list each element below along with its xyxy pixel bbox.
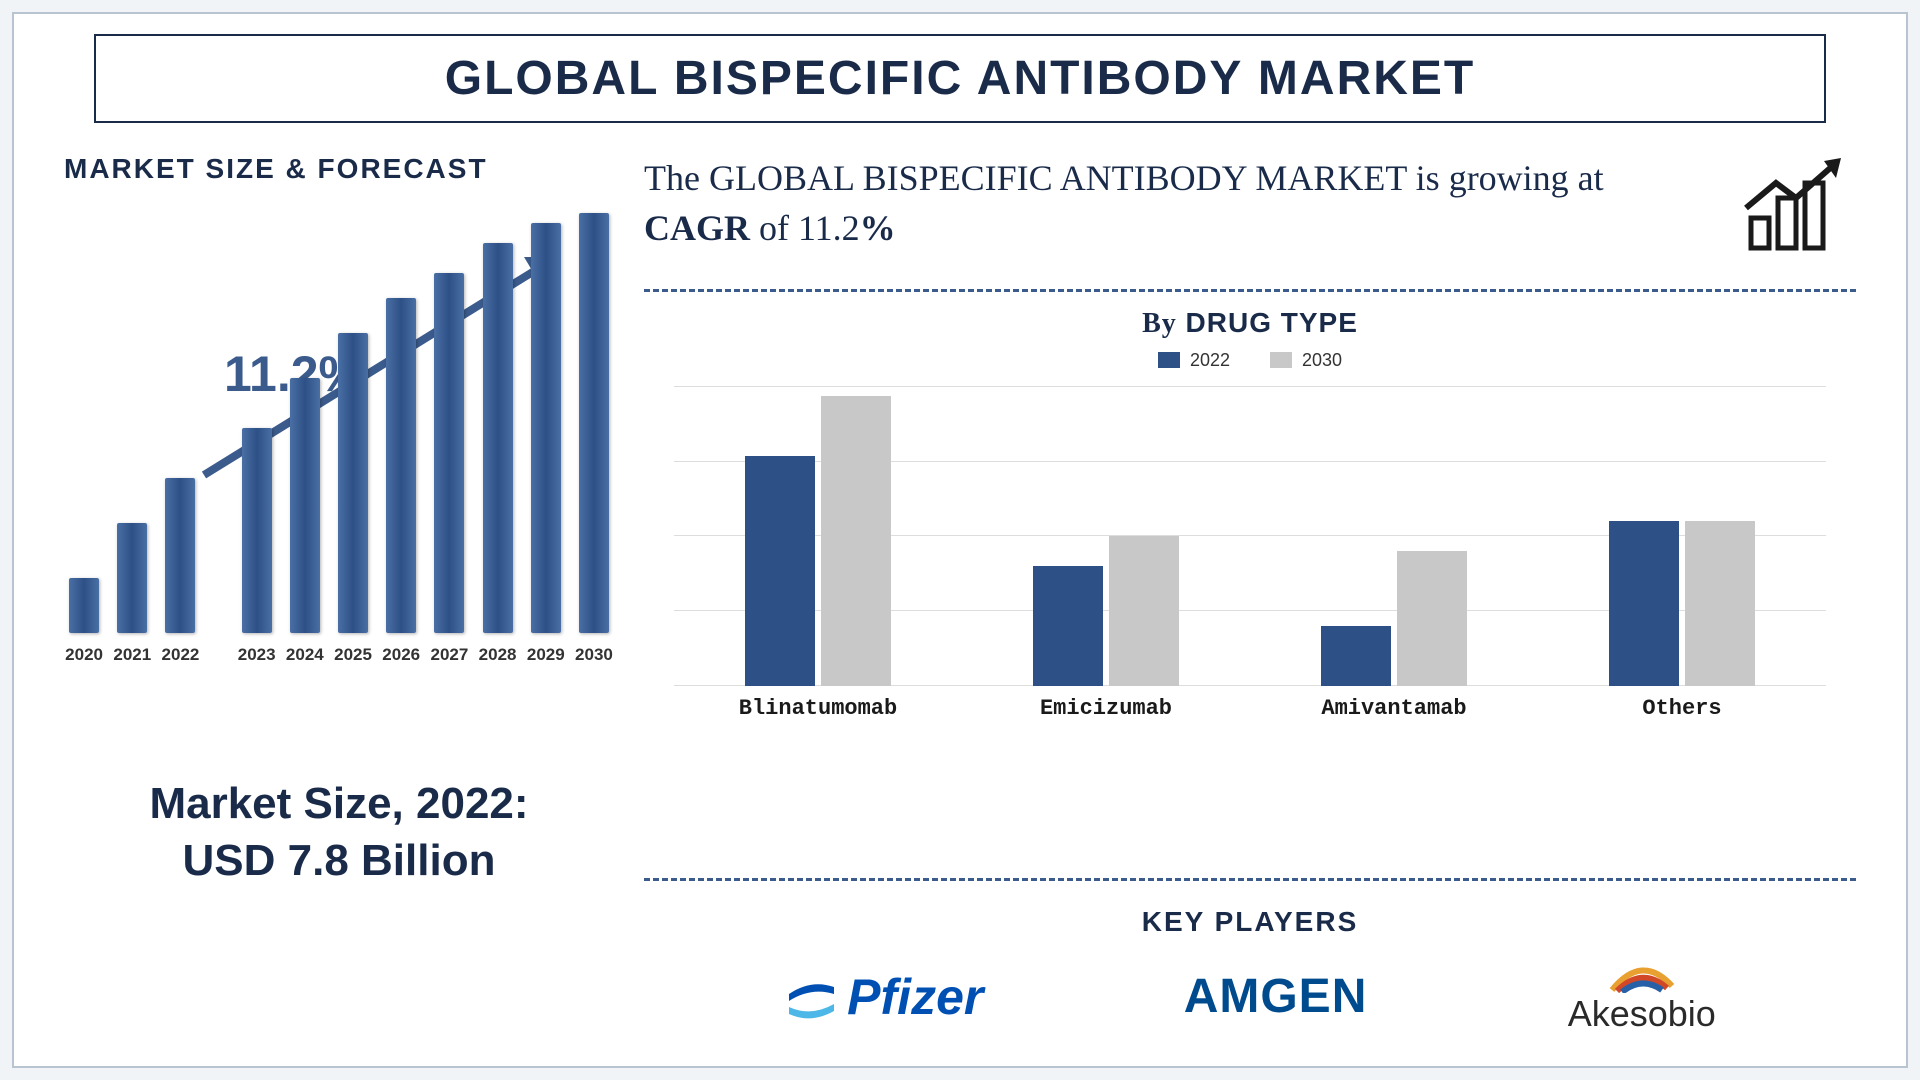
forecast-year-label: 2020 bbox=[65, 645, 103, 665]
drug-bar bbox=[1609, 521, 1679, 686]
cagr-bold2: % bbox=[860, 208, 896, 248]
pfizer-swirl-icon bbox=[784, 969, 839, 1024]
forecast-bar-group: 2025 bbox=[333, 333, 373, 665]
drug-type-title: By DRUG TYPE bbox=[644, 307, 1856, 340]
drug-title-prefix: By bbox=[1142, 308, 1177, 339]
drug-bar bbox=[1033, 566, 1103, 686]
drug-bar bbox=[745, 456, 815, 686]
forecast-year-label: 2022 bbox=[162, 645, 200, 665]
forecast-year-label: 2029 bbox=[527, 645, 565, 665]
forecast-bar bbox=[290, 378, 320, 633]
pfizer-text: Pfizer bbox=[847, 968, 983, 1026]
drug-bar bbox=[1685, 521, 1755, 686]
drug-bar bbox=[1321, 626, 1391, 686]
drug-legend: 2022 2030 bbox=[644, 350, 1856, 371]
infographic-frame: GLOBAL BISPECIFIC ANTIBODY MARKET MARKET… bbox=[12, 12, 1908, 1068]
forecast-year-label: 2025 bbox=[334, 645, 372, 665]
forecast-year-label: 2030 bbox=[575, 645, 613, 665]
legend-label: 2030 bbox=[1302, 350, 1342, 371]
forecast-year-label: 2023 bbox=[238, 645, 276, 665]
drug-bar-group bbox=[962, 386, 1250, 686]
drug-labels-row: BlinatumomabEmicizumabAmivantamabOthers bbox=[644, 696, 1856, 721]
forecast-bars-container: 2020 2021 2022 2023 2024 2025 2026 2027 2028 2029… bbox=[64, 245, 614, 665]
akesobio-sun-icon bbox=[1602, 958, 1682, 993]
forecast-year-label: 2026 bbox=[382, 645, 420, 665]
pfizer-logo: Pfizer bbox=[784, 968, 983, 1026]
forecast-year-label: 2021 bbox=[113, 645, 151, 665]
drug-bar-group bbox=[674, 386, 962, 686]
forecast-bar bbox=[165, 478, 195, 633]
cagr-prefix: The GLOBAL BISPECIFIC ANTIBODY MARKET is… bbox=[644, 158, 1604, 198]
forecast-bar-group: 2021 bbox=[112, 523, 152, 665]
page-title: GLOBAL BISPECIFIC ANTIBODY MARKET bbox=[126, 51, 1794, 106]
drug-category-label: Emicizumab bbox=[962, 696, 1250, 721]
amgen-logo: AMGEN bbox=[1184, 969, 1368, 1024]
drug-category-label: Others bbox=[1538, 696, 1826, 721]
forecast-bar-group: 2027 bbox=[429, 273, 469, 665]
forecast-bar-group: 2020 bbox=[64, 578, 104, 665]
key-players-title: KEY PLAYERS bbox=[644, 906, 1856, 938]
drug-title-main: DRUG TYPE bbox=[1177, 307, 1358, 338]
market-size-line1: Market Size, 2022: bbox=[64, 775, 614, 832]
akesobio-text: Akesobio bbox=[1568, 993, 1716, 1035]
forecast-bar bbox=[338, 333, 368, 633]
divider bbox=[644, 289, 1856, 292]
forecast-bar-group: 2026 bbox=[381, 298, 421, 665]
forecast-year-label: 2024 bbox=[286, 645, 324, 665]
legend-swatch bbox=[1158, 352, 1180, 368]
legend-swatch bbox=[1270, 352, 1292, 368]
divider bbox=[644, 878, 1856, 881]
drug-category-label: Blinatumomab bbox=[674, 696, 962, 721]
forecast-year-label: 2028 bbox=[479, 645, 517, 665]
drug-category-label: Amivantamab bbox=[1250, 696, 1538, 721]
forecast-bar bbox=[531, 223, 561, 633]
forecast-bar-group: 2024 bbox=[285, 378, 325, 665]
drug-chart bbox=[644, 386, 1856, 686]
forecast-bar-group: 2023 bbox=[237, 428, 277, 665]
title-box: GLOBAL BISPECIFIC ANTIBODY MARKET bbox=[94, 34, 1826, 123]
legend-label: 2022 bbox=[1190, 350, 1230, 371]
forecast-bar bbox=[117, 523, 147, 633]
forecast-bar bbox=[483, 243, 513, 633]
forecast-bar-group: 2028 bbox=[478, 243, 518, 665]
cagr-bold1: CAGR bbox=[644, 208, 750, 248]
drug-bar bbox=[821, 396, 891, 686]
drug-bar-group bbox=[1538, 386, 1826, 686]
legend-item: 2022 bbox=[1158, 350, 1230, 371]
market-size-line2: USD 7.8 Billion bbox=[64, 832, 614, 889]
drug-bar bbox=[1109, 536, 1179, 686]
content-row: MARKET SIZE & FORECAST 11.2% 20202021202… bbox=[64, 153, 1856, 1035]
forecast-bar bbox=[386, 298, 416, 633]
growth-chart-icon bbox=[1736, 153, 1856, 253]
forecast-chart: 11.2% 2020202120222023202420252026202720… bbox=[64, 245, 614, 725]
right-column: The GLOBAL BISPECIFIC ANTIBODY MARKET is… bbox=[644, 153, 1856, 1035]
forecast-heading: MARKET SIZE & FORECAST bbox=[64, 153, 614, 185]
akesobio-logo: Akesobio bbox=[1568, 958, 1716, 1035]
cagr-text: The GLOBAL BISPECIFIC ANTIBODY MARKET is… bbox=[644, 153, 1706, 254]
market-size-text: Market Size, 2022: USD 7.8 Billion bbox=[64, 775, 614, 889]
forecast-bar bbox=[434, 273, 464, 633]
forecast-bar-group: 2029 bbox=[526, 223, 566, 665]
forecast-bar bbox=[579, 213, 609, 633]
drug-bar-group bbox=[1250, 386, 1538, 686]
cagr-mid: of 11.2 bbox=[750, 208, 860, 248]
drug-type-section: By DRUG TYPE 2022 2030 BlinatumomabEmiciz… bbox=[644, 307, 1856, 863]
drug-bar bbox=[1397, 551, 1467, 686]
forecast-bar bbox=[242, 428, 272, 633]
forecast-bar-group: 2030 bbox=[574, 213, 614, 665]
forecast-bar-group: 2022 bbox=[160, 478, 200, 665]
forecast-bar bbox=[69, 578, 99, 633]
cagr-row: The GLOBAL BISPECIFIC ANTIBODY MARKET is… bbox=[644, 153, 1856, 254]
logos-row: Pfizer AMGEN Akesobio bbox=[644, 958, 1856, 1035]
forecast-year-label: 2027 bbox=[430, 645, 468, 665]
legend-item: 2030 bbox=[1270, 350, 1342, 371]
key-players-section: KEY PLAYERS Pfizer AMGEN bbox=[644, 906, 1856, 1035]
left-column: MARKET SIZE & FORECAST 11.2% 20202021202… bbox=[64, 153, 614, 1035]
